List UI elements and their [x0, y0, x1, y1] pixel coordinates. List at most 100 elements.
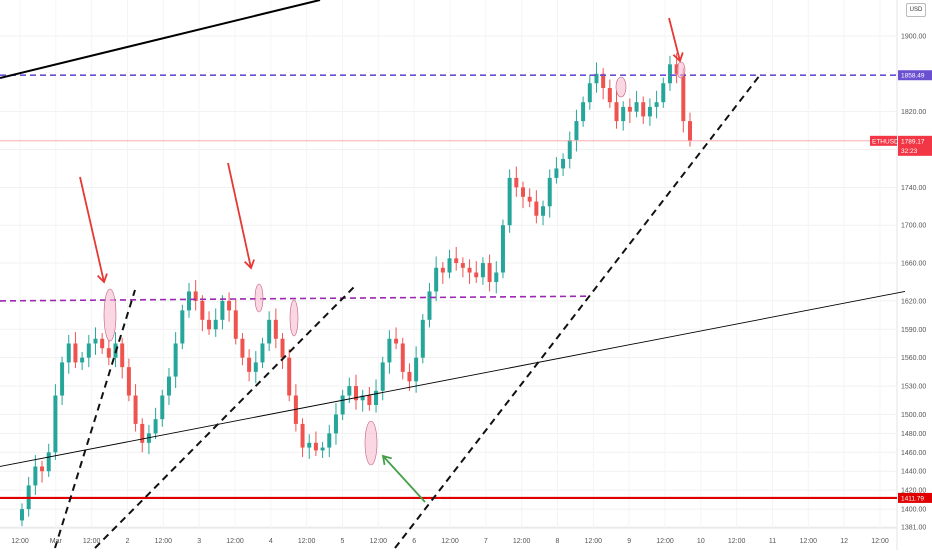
currency-badge[interactable]: USD [906, 3, 926, 17]
candle-body [387, 338, 392, 363]
y-tick-label: 1620.00 [901, 298, 926, 305]
candle-body [601, 73, 606, 88]
x-tick-label: 12:00 [370, 538, 388, 545]
candle-body [614, 102, 619, 122]
grid [0, 0, 898, 550]
candle-body [160, 395, 165, 420]
x-tick-label: 12:00 [298, 538, 316, 545]
candle-body [661, 83, 666, 103]
annotations [0, 0, 906, 549]
y-tick-label: 1420.00 [901, 488, 926, 495]
candle-body [547, 177, 552, 207]
candle-body [420, 319, 425, 358]
candle-body [440, 267, 445, 273]
price-axis[interactable]: 1900.001820.001780.001740.001700.001660.… [901, 33, 926, 531]
trend-channel-dashed [394, 74, 761, 549]
candle-body [80, 357, 85, 363]
y-tick-label: 1530.00 [901, 384, 926, 391]
candle-body [494, 272, 499, 282]
y-tick-label: 1381.00 [901, 525, 926, 532]
candle-body [541, 206, 546, 216]
candle-body [227, 300, 232, 311]
highlight-ellipse [676, 61, 686, 79]
trend-channel-dashed [94, 285, 356, 549]
candle-body [627, 106, 632, 112]
price-badge-countdown: 32:23 [901, 148, 918, 155]
y-tick-label: 1560.00 [901, 355, 926, 362]
bearish-arrow-head [672, 52, 684, 63]
y-tick-label: 1740.00 [901, 185, 926, 192]
candle-body [66, 343, 71, 363]
candle-body [240, 338, 245, 358]
candle-body [400, 343, 405, 372]
x-tick-label: 12:00 [728, 538, 746, 545]
highlight-ellipse [289, 299, 299, 337]
y-tick-label: 1460.00 [901, 450, 926, 457]
candle-body [567, 140, 572, 159]
candle-body [193, 291, 198, 301]
y-tick-label: 1500.00 [901, 412, 926, 419]
long-trend-line [0, 290, 906, 467]
time-axis[interactable]: 12:00 Mar 12:00 2 12:00 3 12:00 4 12:00 5 12:00 6 12… [11, 538, 889, 545]
candle-body [260, 343, 265, 363]
candle-body [267, 319, 272, 344]
candle-body [354, 386, 358, 401]
x-tick-label: 12:00 [656, 538, 674, 545]
candle-body [320, 447, 325, 451]
candle-body [514, 177, 519, 188]
candle-body [207, 319, 212, 330]
candle-body [587, 83, 592, 103]
price-labels: 1858.49 ETHUSD 1789.17 32:23 1411.79 [870, 70, 932, 503]
bearish-arrow [79, 176, 105, 283]
y-tick-label: 1400.00 [901, 507, 926, 514]
y-tick-label: 1820.00 [901, 109, 926, 116]
candle-body [374, 390, 379, 405]
candle-body [460, 263, 465, 268]
candle-body [621, 106, 626, 122]
x-tick-label: 5 [341, 538, 345, 545]
candle-body [447, 258, 452, 273]
y-tick-label: 1590.00 [901, 327, 926, 334]
candle-body [327, 433, 332, 448]
candle-body [93, 338, 98, 344]
x-tick-label: 12:00 [585, 538, 603, 545]
x-tick-label: 12:00 [83, 538, 101, 545]
x-tick-label: 6 [412, 538, 416, 545]
highlight-ellipse [103, 288, 117, 342]
symbol-badge [870, 135, 897, 146]
candle-body [507, 177, 512, 226]
candle-body [333, 414, 338, 434]
candle-body [427, 291, 432, 320]
candle-body [133, 395, 138, 424]
price-badge [898, 135, 932, 156]
price-badge [898, 492, 932, 503]
candle-body [307, 442, 312, 448]
candle-body [53, 395, 58, 453]
x-tick-label: Mar [50, 538, 63, 545]
x-tick-label: 12:00 [800, 538, 818, 545]
candle-body [347, 386, 352, 396]
candle-body [180, 310, 185, 344]
candle-body [313, 442, 318, 451]
y-tick-label: 1440.00 [901, 469, 926, 476]
candle-body [634, 102, 639, 112]
candle-body [554, 168, 559, 178]
x-tick-label: 12:00 [513, 538, 531, 545]
candle-body [106, 348, 111, 358]
candle-body [153, 419, 158, 434]
candle-body [594, 73, 599, 84]
y-tick-label: 1480.00 [901, 431, 926, 438]
candle-body [414, 357, 419, 382]
candle-body [527, 196, 532, 202]
candle-body [300, 423, 305, 448]
candle-body [474, 272, 479, 278]
candle-body [674, 64, 679, 74]
x-tick-label: 4 [269, 538, 273, 545]
trend-channel-dashed [54, 289, 136, 549]
x-tick-label: 7 [484, 538, 488, 545]
candle-body [641, 102, 646, 117]
x-tick-label: 12 [840, 538, 848, 545]
candle-body [487, 263, 492, 282]
